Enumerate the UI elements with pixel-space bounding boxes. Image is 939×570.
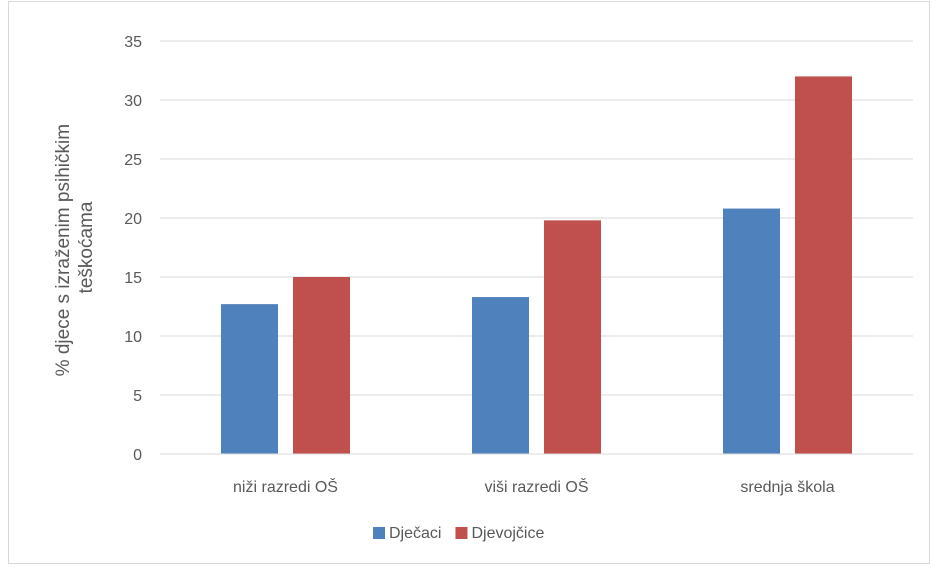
y-tick-label: 35 [124, 34, 142, 51]
bar-series-1-2 [472, 297, 529, 454]
bar-series-2-3 [795, 76, 852, 455]
y-tick-label: 25 [124, 152, 142, 169]
legend-label: Djevojčice [471, 525, 544, 542]
legend-swatch [373, 527, 385, 539]
y-tick-label: 20 [124, 211, 142, 228]
x-category-label: viši razredi OŠ [484, 477, 588, 496]
bar-chart: 0 5 10 15 20 25 30 35 niži razredi OŠ viši razre… [53, 34, 913, 542]
x-axis-category-labels: niži razredi OŠ viši razredi OŠ srednja šk… [233, 477, 835, 496]
gridlines [160, 40, 913, 396]
y-tick-label: 10 [124, 329, 142, 346]
y-tick-label: 5 [133, 388, 142, 405]
y-axis-title-line-2: teškoćama [76, 201, 97, 293]
legend: Dječaci Djevojčice [373, 525, 544, 542]
y-axis-title: % djece s izraženim psihičkim teškoćama [53, 119, 97, 377]
legend-label: Dječaci [389, 525, 441, 542]
y-tick-label: 0 [133, 447, 142, 464]
y-axis-title-line-1: % djece s izraženim psihičkim [53, 124, 74, 376]
x-category-label: niži razredi OŠ [233, 477, 338, 496]
bar-series-1-1 [221, 304, 278, 454]
bar-series-2-2 [544, 220, 601, 454]
y-axis-tick-labels: 0 5 10 15 20 25 30 35 [124, 34, 142, 464]
bar-series-1-3 [723, 208, 780, 454]
bars [221, 76, 852, 455]
chart-frame: 0 5 10 15 20 25 30 35 niži razredi OŠ viši razre… [8, 1, 930, 564]
bar-series-2-1 [293, 277, 350, 454]
y-tick-label: 30 [124, 93, 142, 110]
y-tick-label: 15 [124, 270, 142, 287]
legend-swatch [455, 527, 468, 539]
x-category-label: srednja škola [740, 479, 834, 496]
